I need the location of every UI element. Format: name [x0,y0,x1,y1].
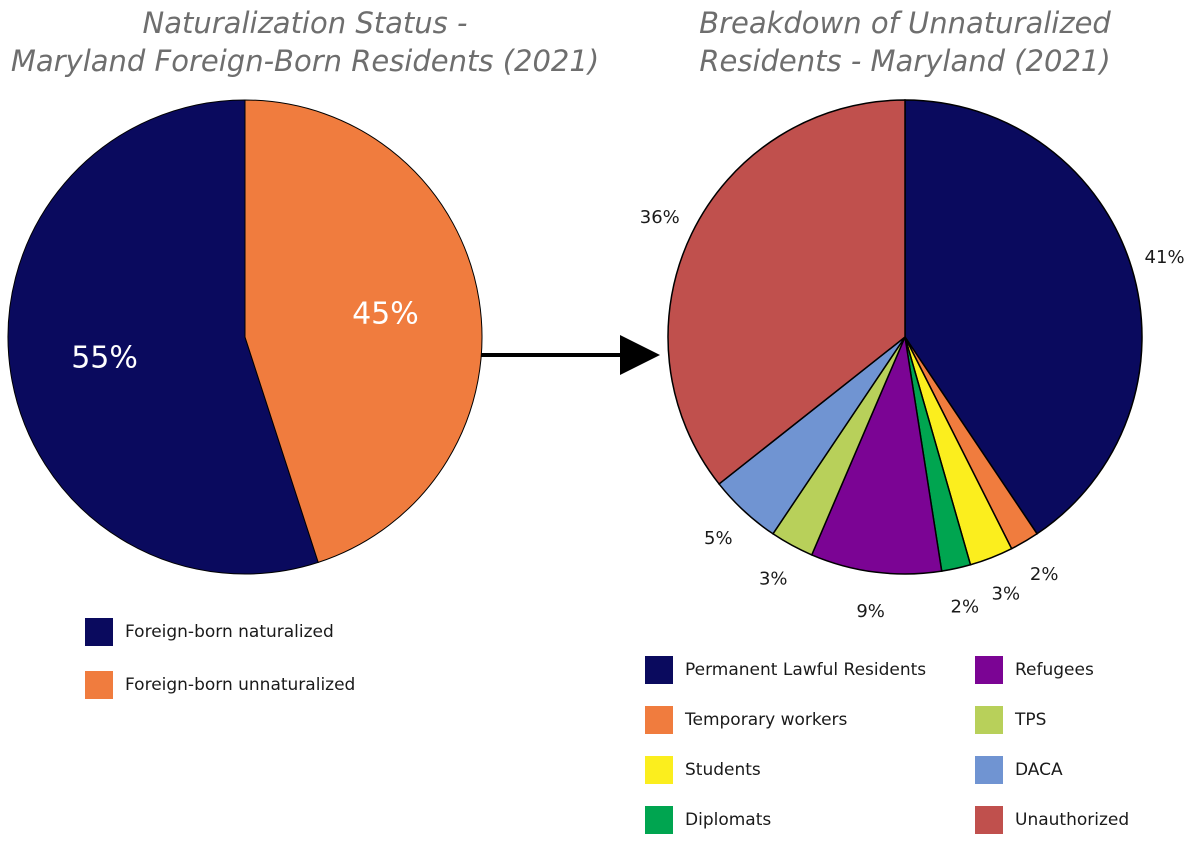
legend-label: Foreign-born unnaturalized [125,675,355,695]
legend-swatch [975,656,1003,684]
legend-label: Temporary workers [684,710,848,730]
legend-swatch [645,806,673,834]
pie-slice [7,99,319,575]
data-label: 9% [856,601,885,622]
chart-title: Naturalization Status - [143,6,468,40]
legend-swatch [85,618,113,646]
legend-swatch [975,706,1003,734]
legend-swatch [645,756,673,784]
legend-label: Diplomats [685,810,771,830]
data-label: 41% [1145,247,1185,268]
legend-label: Foreign-born naturalized [125,622,334,642]
data-label: 55% [71,341,138,376]
legend-swatch [975,806,1003,834]
legend-swatch [645,706,673,734]
data-label: 5% [704,528,733,549]
legend-swatch [645,656,673,684]
data-label: 3% [759,569,788,590]
pie-slice [667,99,906,485]
legend-label: TPS [1014,710,1046,730]
data-label: 3% [992,583,1021,604]
legend-swatch [975,756,1003,784]
data-label: 36% [640,207,680,228]
legend-swatch [85,671,113,699]
data-label: 2% [1030,564,1059,585]
pie-slice [810,334,943,575]
pie-slice [244,99,483,564]
chart-title: Maryland Foreign-Born Residents (2021) [11,44,599,78]
legend-label: Students [685,760,761,780]
legend-label: Unauthorized [1015,810,1129,830]
chart-title: Breakdown of Unnaturalized [699,6,1111,40]
legend-label: Refugees [1015,660,1094,680]
data-label: 45% [352,296,419,331]
legend-label: Permanent Lawful Residents [685,660,926,680]
legend-label: DACA [1015,760,1063,780]
chart-title: Residents - Maryland (2021) [699,44,1110,78]
pie-slice [904,99,1143,535]
data-label: 2% [951,596,980,617]
